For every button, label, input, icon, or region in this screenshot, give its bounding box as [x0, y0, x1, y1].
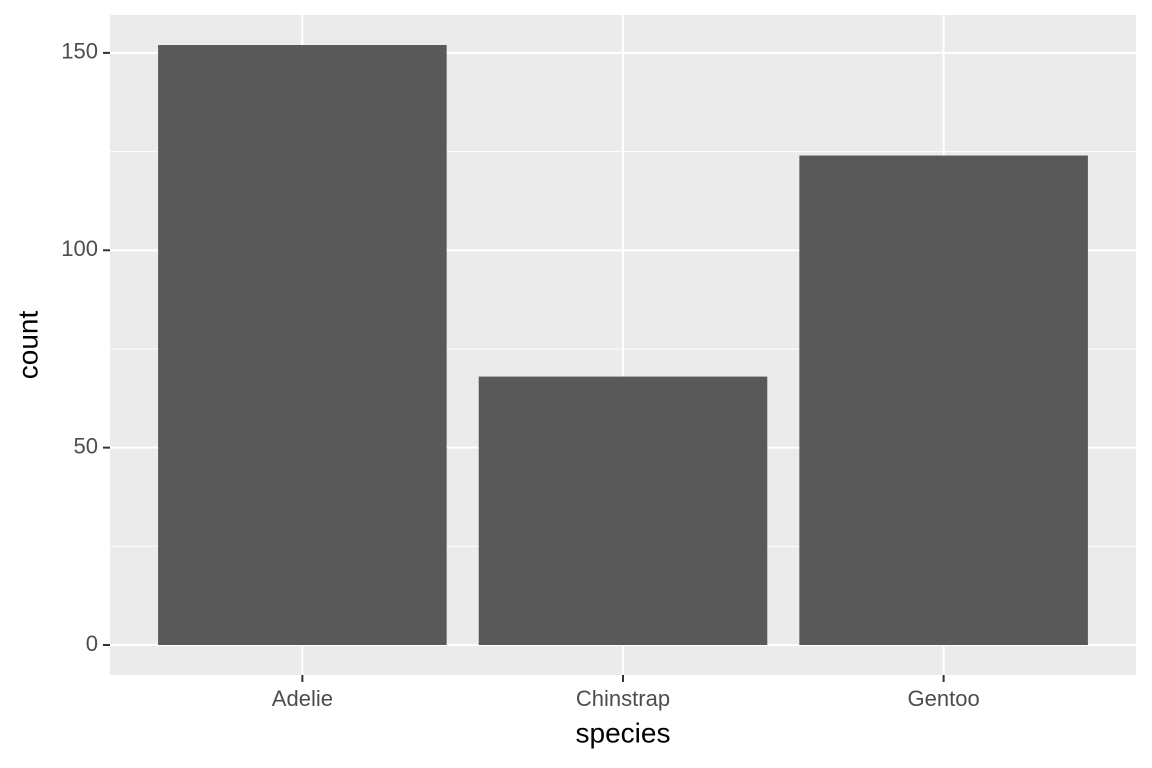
x-tick-label: Gentoo — [908, 686, 980, 711]
bar — [158, 45, 447, 645]
axes: 0 50 100 150 Adelie Chinstrap Gentoo — [61, 39, 979, 711]
y-axis-title: count — [12, 311, 43, 380]
x-tick-label: Adelie — [272, 686, 333, 711]
x-tick-label: Chinstrap — [576, 686, 670, 711]
bar — [478, 376, 768, 645]
bar — [799, 155, 1088, 646]
y-tick-label: 100 — [61, 236, 98, 261]
bars — [158, 45, 1088, 646]
y-tick-label: 150 — [61, 39, 98, 64]
y-tick-label: 50 — [74, 433, 98, 458]
x-axis-title: species — [576, 717, 671, 748]
y-tick-label: 0 — [86, 631, 98, 656]
